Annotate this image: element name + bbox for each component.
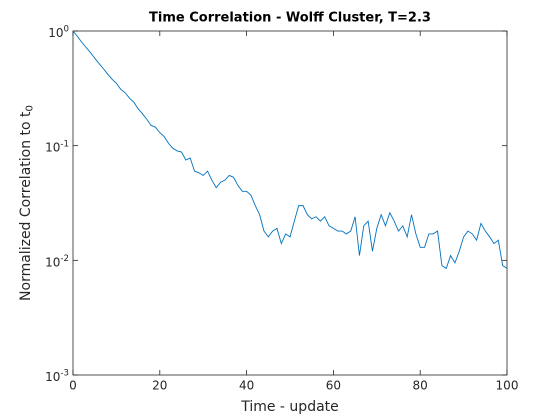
x-tick-label: 20 <box>152 379 167 393</box>
y-tick-label: 10-3 <box>45 368 69 383</box>
y-tick-label: 10-1 <box>45 139 69 154</box>
plot-area <box>72 30 508 376</box>
y-axis-label: Normalized Correlation to t0 <box>18 105 36 301</box>
x-tick-label: 100 <box>496 379 519 393</box>
x-axis-label: Time - update <box>240 399 339 415</box>
y-tick-label: 100 <box>48 24 69 39</box>
chart-title: Time Correlation - Wolff Cluster, T=2.3 <box>149 11 431 26</box>
data-line <box>72 30 508 270</box>
x-tick-label: 0 <box>69 379 77 393</box>
y-tick-label: 10-2 <box>45 254 69 269</box>
x-tick-label: 60 <box>326 379 341 393</box>
x-tick-label: 40 <box>239 379 254 393</box>
x-tick-label: 80 <box>413 379 428 393</box>
